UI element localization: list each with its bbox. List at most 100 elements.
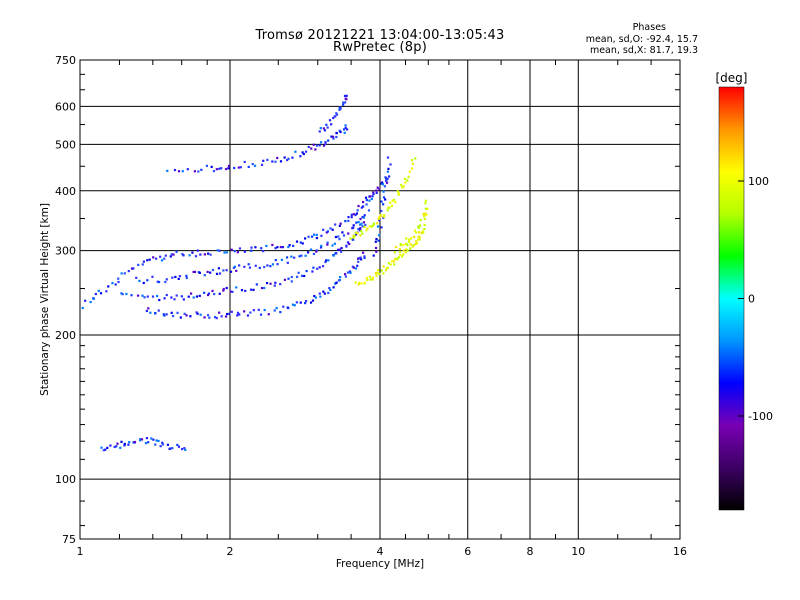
data-point <box>151 275 154 278</box>
data-point <box>218 167 221 170</box>
data-point <box>394 257 397 260</box>
data-point <box>207 292 210 295</box>
data-point <box>279 245 282 249</box>
data-point <box>407 238 411 241</box>
data-point <box>233 166 236 170</box>
data-point <box>220 315 223 318</box>
data-point <box>271 243 274 247</box>
data-point <box>335 135 338 139</box>
data-point <box>185 314 188 317</box>
data-point <box>222 269 225 272</box>
data-point <box>310 147 313 150</box>
data-point <box>127 443 130 446</box>
data-point <box>163 257 166 260</box>
data-point <box>164 254 167 257</box>
data-point <box>251 162 254 166</box>
data-point <box>121 293 124 296</box>
data-point <box>376 225 380 228</box>
data-point <box>335 112 338 115</box>
data-point <box>287 306 290 310</box>
data-point <box>332 135 335 138</box>
data-point <box>311 270 314 273</box>
data-point <box>335 131 338 135</box>
data-point <box>303 274 306 278</box>
data-point <box>212 169 216 173</box>
data-point <box>316 267 319 270</box>
data-point <box>330 123 333 126</box>
phases-label: Phases <box>632 22 666 33</box>
data-point <box>192 270 195 274</box>
data-point <box>413 229 417 232</box>
data-point <box>338 129 341 132</box>
data-point <box>171 447 174 450</box>
data-point <box>410 159 414 162</box>
data-point <box>290 280 293 283</box>
data-point <box>114 283 117 286</box>
data-point <box>344 97 347 100</box>
data-point <box>209 271 212 274</box>
data-point <box>335 113 339 116</box>
data-point <box>233 265 237 268</box>
data-point <box>194 255 198 258</box>
data-point <box>400 184 403 187</box>
data-point <box>127 269 130 273</box>
data-point <box>130 294 133 297</box>
data-point <box>377 268 380 272</box>
data-point <box>81 306 84 310</box>
data-point <box>402 253 405 256</box>
data-point <box>248 266 252 269</box>
data-point <box>235 286 238 289</box>
data-point <box>170 311 173 314</box>
data-point <box>181 253 184 256</box>
data-point <box>337 248 340 251</box>
data-point <box>402 249 405 252</box>
data-point <box>215 272 219 275</box>
data-point <box>365 229 368 232</box>
data-point <box>423 217 426 221</box>
y-tick-label: 750 <box>55 54 76 67</box>
data-point <box>418 235 421 239</box>
data-point <box>417 225 420 228</box>
data-point <box>266 158 269 161</box>
data-point <box>163 297 166 300</box>
data-point <box>347 215 350 219</box>
data-point <box>94 292 97 296</box>
data-point <box>326 243 329 246</box>
data-point <box>185 276 188 280</box>
data-point <box>348 242 351 246</box>
data-point <box>173 168 177 172</box>
data-point <box>363 214 366 217</box>
data-point <box>84 299 87 302</box>
data-point <box>291 156 294 159</box>
data-point <box>366 278 369 282</box>
x-tick-label: 8 <box>527 545 534 558</box>
data-point <box>203 274 206 277</box>
data-point <box>165 293 168 297</box>
data-point <box>374 246 378 250</box>
data-point <box>399 244 402 247</box>
data-point <box>281 246 285 249</box>
data-point <box>238 313 241 316</box>
data-point <box>366 227 369 230</box>
data-point <box>424 202 427 205</box>
data-point <box>372 254 375 257</box>
data-point <box>415 240 418 243</box>
data-point <box>372 191 375 194</box>
data-point <box>395 245 398 249</box>
data-point <box>224 315 228 318</box>
data-point <box>195 295 199 298</box>
data-point <box>213 292 216 296</box>
data-point <box>329 288 332 292</box>
x-tick-label: 1 <box>77 545 84 558</box>
data-point <box>265 244 268 248</box>
data-point <box>229 270 233 273</box>
data-point <box>357 283 360 286</box>
data-point <box>407 240 411 243</box>
data-point <box>165 313 168 316</box>
data-point <box>291 303 295 306</box>
data-point <box>243 250 246 253</box>
data-point <box>339 275 342 279</box>
data-point <box>362 221 366 224</box>
data-point <box>233 250 236 253</box>
data-point <box>100 446 103 449</box>
